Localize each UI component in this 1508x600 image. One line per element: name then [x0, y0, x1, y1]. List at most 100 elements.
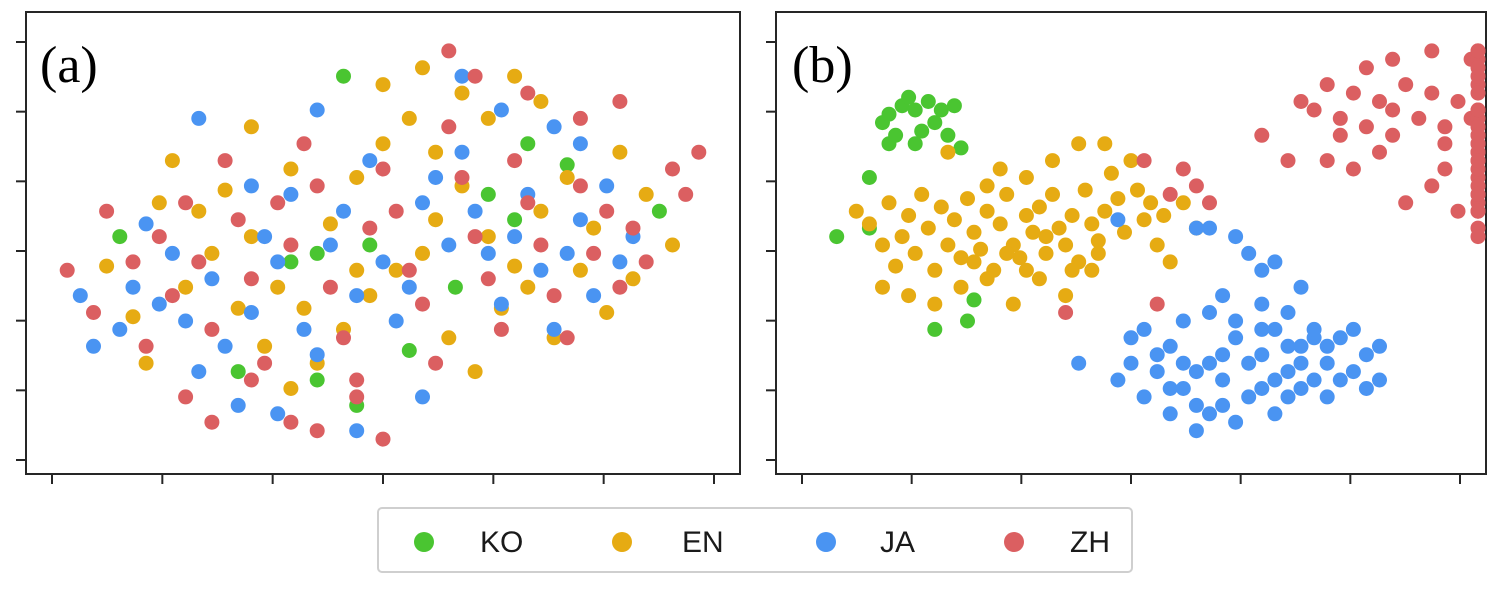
point-en [191, 203, 207, 219]
point-ko [953, 140, 969, 156]
point-zh [480, 271, 496, 287]
point-en [270, 279, 286, 295]
point-en [992, 161, 1008, 177]
point-en [138, 355, 154, 371]
point-en [1012, 250, 1028, 266]
point-zh [678, 186, 694, 202]
point-zh [257, 355, 273, 371]
point-ja [1228, 313, 1244, 329]
point-ja [1293, 338, 1309, 354]
point-en [520, 279, 536, 295]
point-en [1110, 191, 1126, 207]
point-zh [1470, 136, 1486, 152]
point-zh [204, 321, 220, 337]
point-en [1058, 237, 1074, 253]
point-zh [309, 423, 325, 439]
point-ko [966, 292, 982, 308]
point-en [362, 288, 378, 304]
point-en [1058, 288, 1074, 304]
point-zh [691, 144, 707, 160]
point-zh [270, 195, 286, 211]
point-en [533, 203, 549, 219]
point-ja [270, 254, 286, 270]
point-en [230, 300, 246, 316]
point-zh [1470, 43, 1486, 59]
point-ja [1372, 372, 1387, 388]
point-en [992, 216, 1008, 232]
point-en [401, 110, 417, 126]
point-en [1097, 136, 1113, 152]
point-zh [1398, 77, 1414, 93]
point-zh [1162, 186, 1178, 202]
point-en [1143, 195, 1159, 211]
point-zh [1149, 296, 1165, 312]
point-ja [1345, 364, 1361, 380]
legend-marker-en [612, 532, 632, 552]
legend-frame [377, 507, 1133, 573]
point-en [1071, 136, 1087, 152]
point-ja [362, 153, 378, 169]
point-en [243, 229, 259, 245]
point-en [1064, 262, 1080, 278]
point-en [572, 262, 588, 278]
point-ko [480, 186, 496, 202]
point-en [1156, 208, 1172, 223]
point-ko [861, 170, 877, 185]
point-ja [1149, 364, 1165, 380]
point-zh [151, 229, 167, 245]
point-ko [933, 102, 949, 118]
legend-marker-ko [414, 532, 434, 552]
point-ja [1332, 330, 1348, 346]
point-zh [1450, 203, 1466, 219]
point-en [467, 364, 483, 380]
point-zh [362, 220, 378, 236]
point-ja [1136, 389, 1152, 405]
point-en [1123, 153, 1139, 169]
point-zh [309, 178, 325, 194]
point-ja [1136, 321, 1152, 337]
point-ja [612, 254, 628, 270]
point-en [901, 288, 917, 304]
point-en [1084, 262, 1100, 278]
point-en [894, 229, 910, 245]
point-zh [1398, 195, 1414, 211]
point-en [388, 262, 404, 278]
point-ja [1175, 381, 1191, 396]
point-zh [1470, 229, 1486, 245]
point-ja [1228, 330, 1244, 346]
point-ja [388, 313, 404, 329]
point-zh [428, 355, 444, 371]
point-en [940, 237, 956, 253]
point-zh [1424, 85, 1440, 101]
point-en [507, 258, 523, 274]
point-zh [572, 110, 588, 126]
point-en [243, 119, 259, 135]
point-ja [1254, 347, 1270, 363]
point-ja [441, 237, 457, 253]
point-ja [1319, 355, 1335, 371]
point-zh [1424, 43, 1440, 59]
point-en [1175, 195, 1191, 211]
point-en [920, 220, 936, 236]
point-zh [1175, 161, 1191, 177]
point-ja [1372, 338, 1387, 354]
point-ja [1149, 347, 1165, 363]
point-ja [191, 110, 207, 126]
point-en [940, 144, 956, 160]
point-ko [829, 229, 845, 245]
point-en [533, 94, 549, 109]
point-en [979, 271, 995, 287]
point-ja [217, 338, 233, 354]
point-ja [164, 245, 180, 261]
point-zh [533, 237, 549, 253]
point-ja [204, 271, 220, 287]
point-en [1045, 186, 1060, 202]
point-zh [1437, 136, 1453, 152]
point-zh [559, 330, 575, 346]
point-en [1038, 229, 1054, 245]
legend-label-zh: ZH [1070, 526, 1110, 559]
point-ja [1188, 397, 1204, 413]
point-en [1018, 208, 1034, 223]
point-zh [1188, 178, 1204, 194]
